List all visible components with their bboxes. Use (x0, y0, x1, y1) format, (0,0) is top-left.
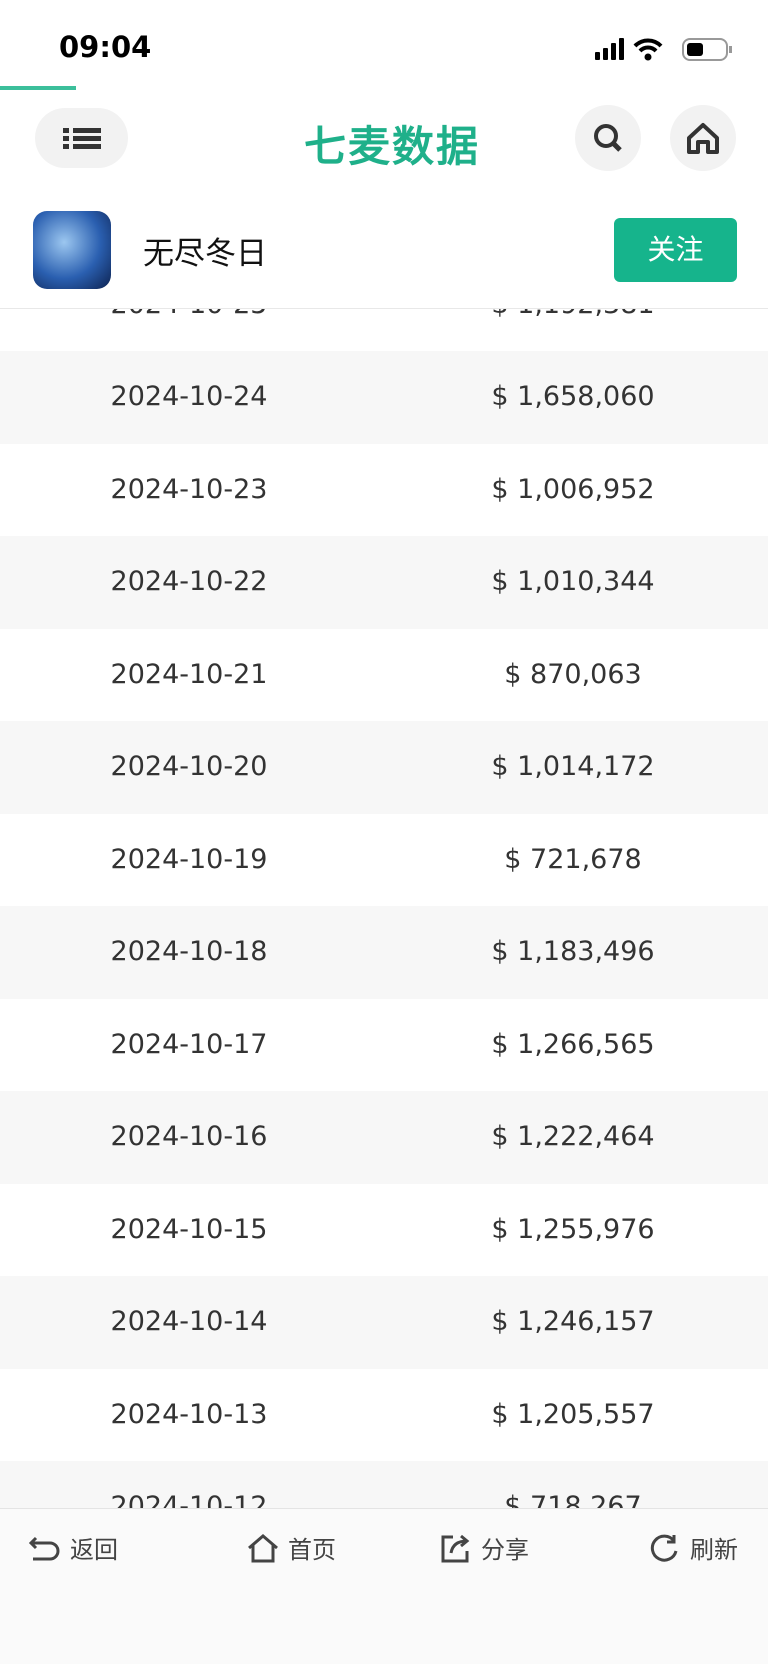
date-cell: 2024-10-24 (110, 381, 268, 412)
date-cell: 2024-10-12 (110, 1491, 268, 1508)
revenue-cell: $ 870,063 (504, 658, 642, 690)
revenue-cell: $ 1,255,976 (491, 1213, 655, 1245)
revenue-cell: $ 1,246,157 (491, 1306, 655, 1337)
table-row: 2024-10-22 $ 1,010,344 (0, 536, 768, 629)
revenue-cell: $ 1,222,464 (491, 1121, 655, 1152)
table-row: 2024-10-19 $ 721,678 (0, 813, 768, 906)
date-cell: 2024-10-23 (110, 473, 268, 505)
search-button[interactable] (575, 105, 641, 171)
table-row: 2024-10-13 $ 1,205,557 (0, 1368, 768, 1461)
revenue-cell: $ 1,266,565 (491, 1028, 655, 1060)
table-row: 2024-10-15 $ 1,255,976 (0, 1183, 768, 1276)
revenue-cell: $ 1,183,496 (491, 936, 655, 967)
table-row: 2024-10-12 $ 718,267 (0, 1461, 768, 1508)
refresh-label: 刷新 (690, 1536, 738, 1564)
table-row: 2024-10-20 $ 1,014,172 (0, 721, 768, 814)
share-label: 分享 (481, 1536, 529, 1564)
menu-button[interactable] (35, 108, 128, 168)
revenue-cell: $ 1,192,381 (491, 309, 654, 351)
home-button[interactable] (670, 105, 736, 171)
refresh-button[interactable]: 刷新 (648, 1530, 738, 1565)
progress-bar (0, 86, 76, 90)
table-row: 2024-10-25 $ 1,192,381 (0, 309, 768, 351)
date-cell: 2024-10-19 (110, 843, 268, 875)
date-cell: 2024-10-17 (110, 1028, 268, 1060)
revenue-cell: $ 1,010,344 (491, 566, 655, 597)
back-button[interactable]: 返回 (28, 1530, 118, 1565)
date-cell: 2024-10-13 (110, 1398, 268, 1430)
table-row: 2024-10-18 $ 1,183,496 (0, 906, 768, 999)
home-tab[interactable]: 首页 (246, 1530, 336, 1565)
date-cell: 2024-10-15 (110, 1213, 268, 1245)
data-table: 2024-10-25 $ 1,192,381 2024-10-24 $ 1,658,0… (0, 309, 768, 1508)
table-row: 2024-10-21 $ 870,063 (0, 628, 768, 721)
revenue-cell: $ 1,205,557 (491, 1398, 655, 1430)
share-button[interactable]: 分享 (439, 1530, 529, 1565)
date-cell: 2024-10-22 (110, 566, 268, 597)
table-row: 2024-10-23 $ 1,006,952 (0, 443, 768, 536)
date-cell: 2024-10-14 (110, 1306, 268, 1337)
back-label: 返回 (70, 1536, 118, 1564)
app-name: 无尽冬日 (143, 236, 267, 272)
table-row: 2024-10-17 $ 1,266,565 (0, 998, 768, 1091)
revenue-cell: $ 718,267 (504, 1491, 642, 1508)
table-row: 2024-10-14 $ 1,246,157 (0, 1276, 768, 1369)
date-cell: 2024-10-18 (110, 936, 268, 967)
date-cell: 2024-10-20 (110, 751, 268, 782)
date-cell: 2024-10-25 (111, 309, 268, 351)
table-row: 2024-10-16 $ 1,222,464 (0, 1091, 768, 1184)
follow-button[interactable]: 关注 (614, 218, 737, 282)
revenue-cell: $ 721,678 (504, 843, 642, 875)
revenue-cell: $ 1,006,952 (491, 473, 655, 505)
toolbar (0, 1508, 768, 1664)
divider (0, 308, 768, 309)
brand-logo[interactable]: 七麦数据 (303, 122, 480, 171)
table-row: 2024-10-24 $ 1,658,060 (0, 351, 768, 444)
app-icon (33, 211, 111, 289)
revenue-cell: $ 1,014,172 (491, 751, 655, 782)
revenue-cell: $ 1,658,060 (491, 381, 655, 412)
date-cell: 2024-10-16 (110, 1121, 268, 1152)
date-cell: 2024-10-21 (110, 658, 268, 690)
home-label: 首页 (288, 1536, 336, 1564)
status-icons (595, 38, 732, 61)
status-time: 09:04 (59, 30, 152, 64)
